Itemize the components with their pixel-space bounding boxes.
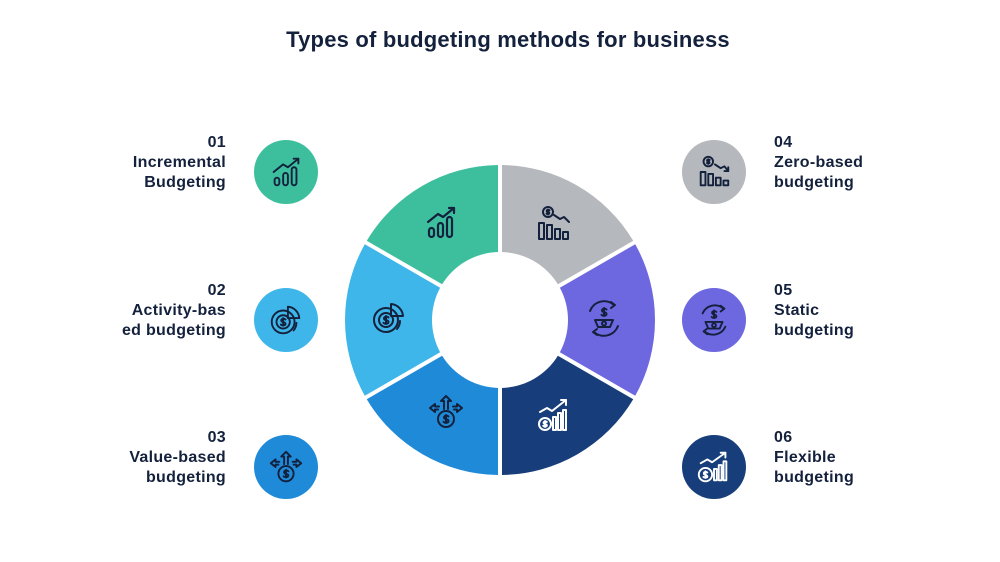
item-05-label: 05 Static budgeting [774, 281, 934, 341]
item-number: 03 [207, 429, 226, 446]
item-title-line2: budgeting [774, 322, 855, 339]
item-title-line1: Static [774, 302, 820, 319]
static-circle [682, 288, 746, 352]
item-title-line2: ed budgeting [121, 322, 226, 339]
item-title-line2: Budgeting [144, 174, 226, 191]
bar-growth-icon [272, 157, 300, 187]
item-title-line2: budgeting [774, 174, 855, 191]
dollar-decline-icon [538, 206, 570, 240]
wheel-segment-incremental [366, 165, 499, 285]
bar-growth-icon [426, 206, 456, 239]
value-circle [254, 435, 318, 499]
item-title-line1: Incremental [132, 154, 226, 171]
item-title-line1: Zero-based [774, 154, 864, 171]
item-number: 01 [207, 134, 226, 151]
dollar-decline-icon [699, 155, 730, 187]
wheel-segment-zero-based [501, 165, 634, 285]
item-title-line2: budgeting [774, 469, 855, 486]
flexible-circle [682, 435, 746, 499]
item-title-line2: budgeting [145, 469, 226, 486]
dollar-arrows-icon [429, 395, 463, 428]
item-title-line1: Value-based [129, 449, 226, 466]
item-title-line1: Activity-bas [131, 302, 226, 319]
item-title-line1: Flexible [774, 449, 836, 466]
wheel-segment-value [366, 355, 499, 475]
budgeting-wheel [345, 165, 655, 475]
coin-growth-icon [697, 451, 728, 483]
item-number: 06 [774, 429, 793, 446]
zero-based-circle [682, 140, 746, 204]
dollar-arrows-icon [269, 450, 303, 483]
item-06-label: 06 Flexible budgeting [774, 428, 934, 488]
activity-circle [254, 288, 318, 352]
item-03-label: 03 Value-based budgeting [66, 428, 226, 488]
dollar-pie-icon [373, 303, 404, 333]
item-number: 05 [774, 282, 793, 299]
dollar-gear-icon [589, 300, 619, 337]
item-02-label: 02 Activity-bas ed budgeting [66, 281, 226, 341]
dollar-gear-icon [701, 304, 727, 336]
item-number: 02 [207, 282, 226, 299]
dollar-pie-icon [270, 305, 301, 335]
wheel-segment-flexible [501, 355, 634, 475]
page-title: Types of budgeting methods for business [286, 27, 730, 52]
coin-growth-icon [538, 399, 567, 431]
incremental-circle [254, 140, 318, 204]
item-number: 04 [774, 134, 793, 151]
item-01-label: 01 Incremental Budgeting [66, 133, 226, 193]
item-04-label: 04 Zero-based budgeting [774, 133, 934, 193]
